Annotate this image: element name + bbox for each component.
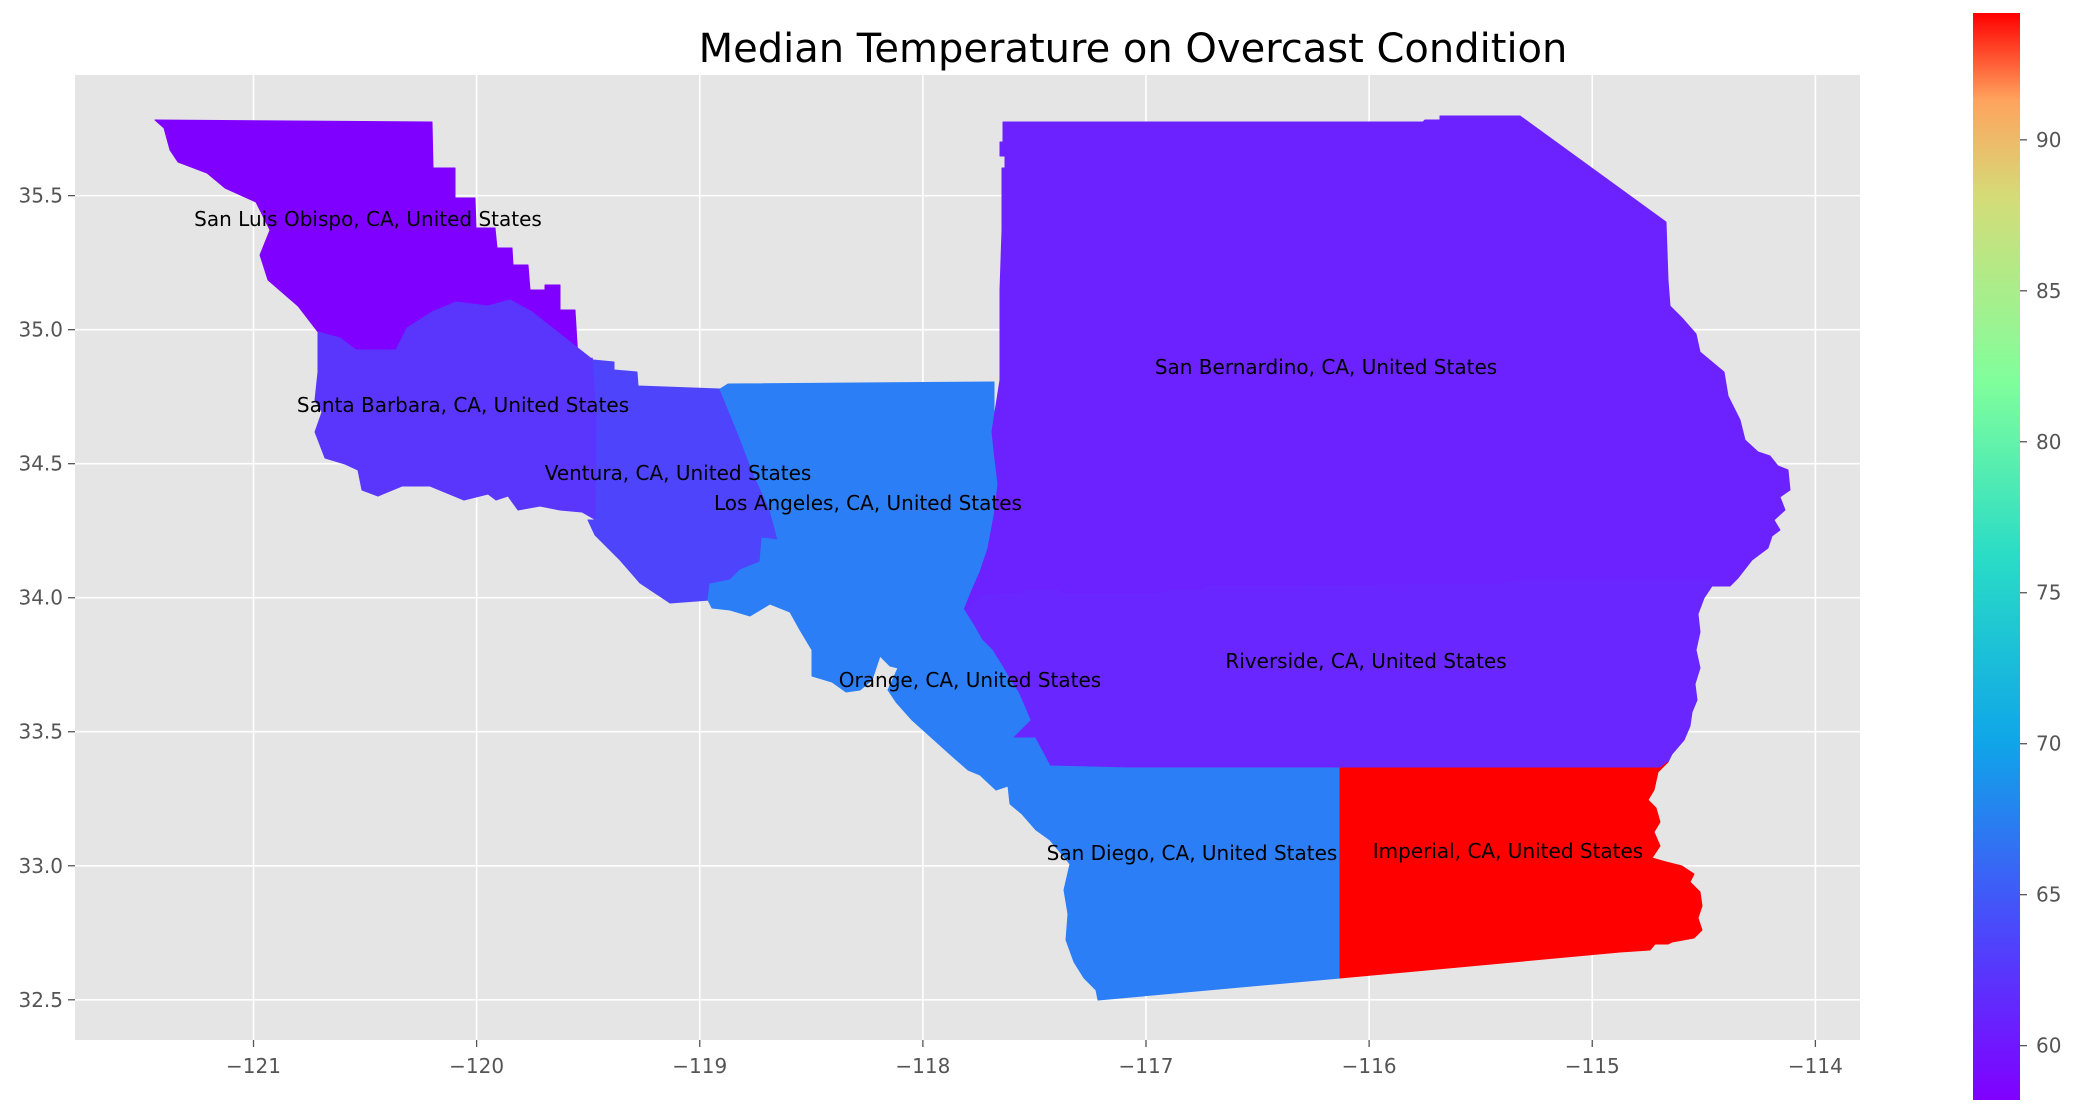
colorbar-ticks: 60 65 70 75 80 85 90 [2020, 128, 2061, 1058]
x-tick-label: −121 [226, 1054, 281, 1078]
y-tick-label: 34.0 [18, 586, 63, 610]
county-label-imperial: Imperial, CA, United States [1373, 839, 1643, 863]
county-imperial [1339, 761, 1703, 979]
x-tick-label: −116 [1342, 1054, 1397, 1078]
colorbar-tick-label: 70 [2036, 732, 2061, 756]
county-label-santa-barbara: Santa Barbara, CA, United States [297, 393, 629, 417]
county-label-riverside: Riverside, CA, United States [1225, 649, 1506, 673]
x-tick-label: −119 [672, 1054, 727, 1078]
county-label-los-angeles: Los Angeles, CA, United States [714, 491, 1022, 515]
colorbar [1973, 13, 2020, 1100]
county-labels: San Luis Obispo, CA, United States Santa … [194, 207, 1643, 865]
county-label-orange: Orange, CA, United States [839, 668, 1101, 692]
county-label-ventura: Ventura, CA, United States [545, 461, 812, 485]
colorbar-tick-label: 65 [2036, 883, 2061, 907]
y-tick-label: 34.5 [18, 452, 63, 476]
x-tick-label: −114 [1788, 1054, 1843, 1078]
colorbar-tick-label: 85 [2036, 279, 2061, 303]
y-tick-label: 33.5 [18, 720, 63, 744]
colorbar-tick-label: 75 [2036, 581, 2061, 605]
x-tick-label: −118 [895, 1054, 950, 1078]
y-axis-ticks: 32.5 33.0 33.5 34.0 34.5 35.0 35.5 [18, 184, 75, 1012]
county-label-san-diego: San Diego, CA, United States [1047, 841, 1338, 865]
county-santa-barbara [314, 299, 598, 521]
county-orange [887, 603, 1036, 791]
county-polygons [154, 115, 1791, 1001]
x-axis-ticks: −121 −120 −119 −118 −117 −116 −115 −114 [226, 1040, 1843, 1078]
x-tick-label: −120 [449, 1054, 504, 1078]
x-tick-label: −117 [1119, 1054, 1174, 1078]
county-label-san-luis-obispo: San Luis Obispo, CA, United States [194, 207, 542, 231]
county-label-san-bernardino: San Bernardino, CA, United States [1155, 355, 1497, 379]
y-tick-label: 32.5 [18, 988, 63, 1012]
colorbar-tick-label: 60 [2036, 1034, 2061, 1058]
colorbar-tick-label: 90 [2036, 128, 2061, 152]
x-tick-label: −115 [1565, 1054, 1620, 1078]
y-tick-label: 35.5 [18, 184, 63, 208]
county-san-diego [1007, 737, 1341, 1001]
y-tick-label: 33.0 [18, 854, 63, 878]
y-tick-label: 35.0 [18, 318, 63, 342]
colorbar-tick-label: 80 [2036, 430, 2061, 454]
chart-title: Median Temperature on Overcast Condition [699, 26, 1568, 72]
